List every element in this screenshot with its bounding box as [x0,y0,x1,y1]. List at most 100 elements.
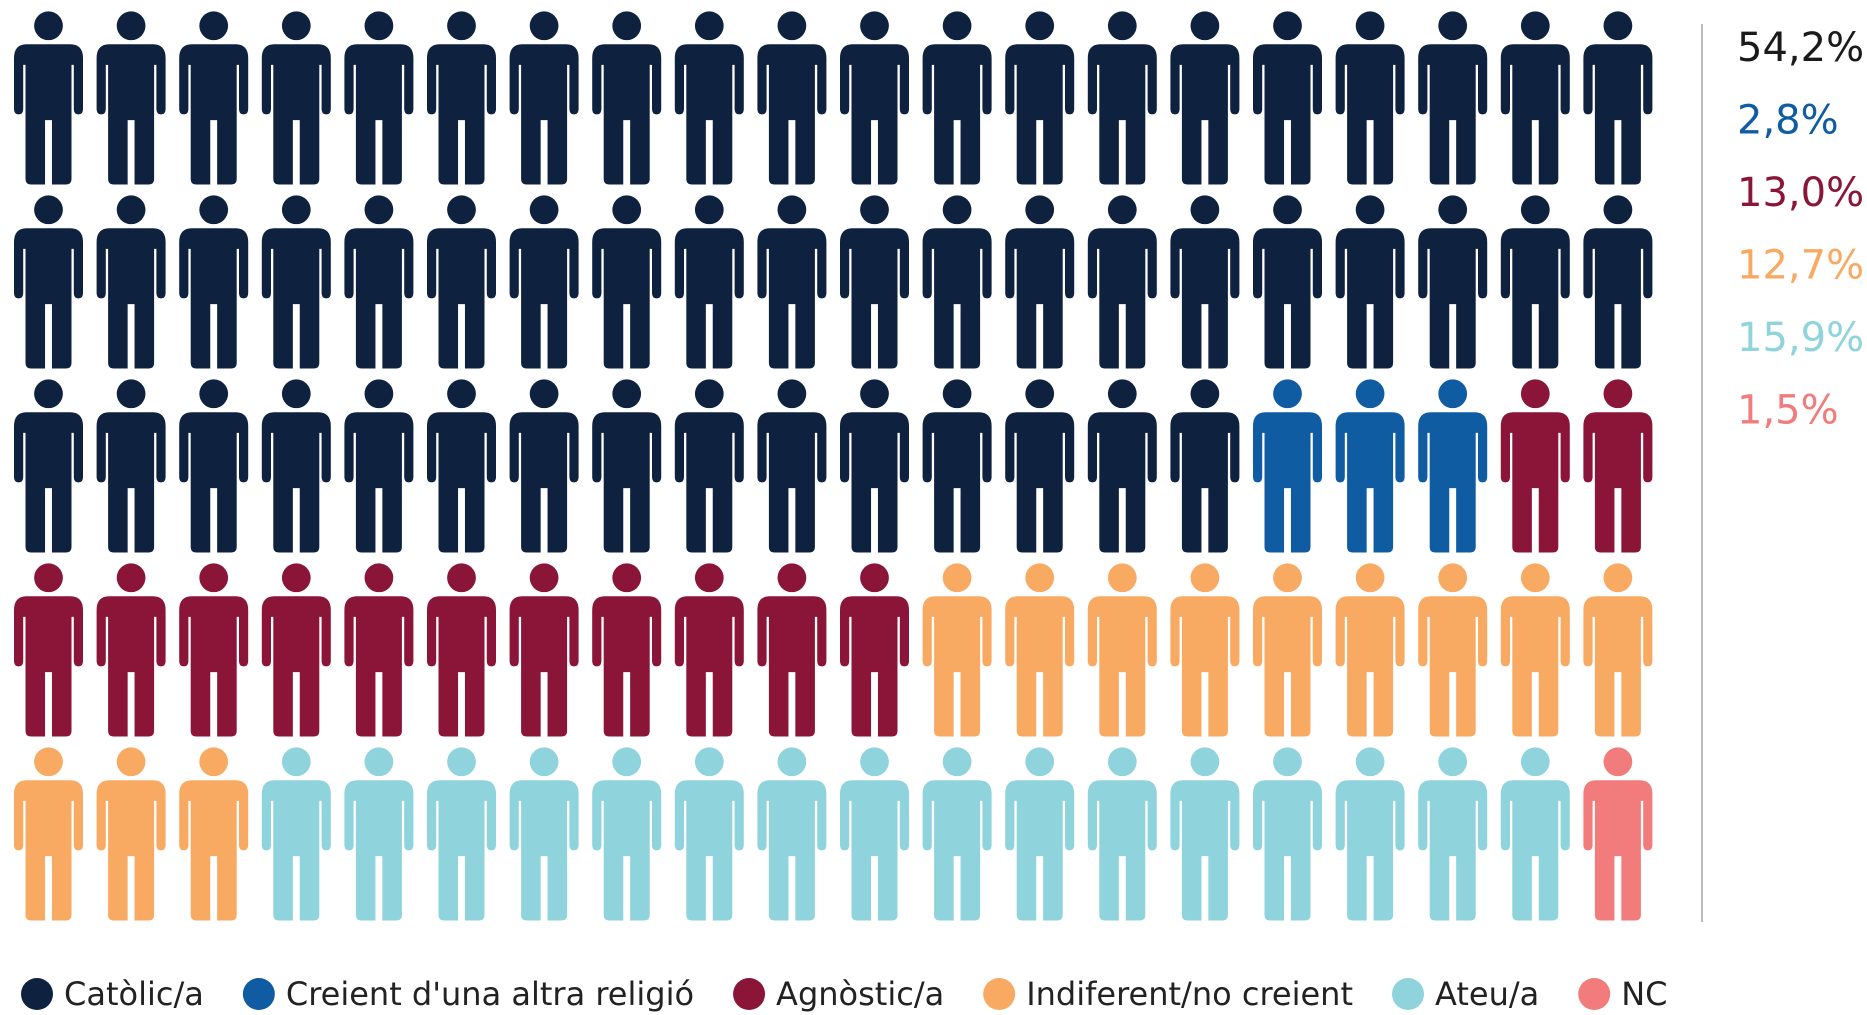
icon [1253,563,1322,737]
body [179,44,249,185]
body [1500,44,1570,185]
icon [1005,195,1075,369]
head [1273,379,1302,409]
person-shape [1335,747,1405,921]
body [922,780,992,921]
body [96,228,166,369]
person-shape [427,11,496,185]
person-shape [1087,747,1157,921]
body [509,596,579,737]
head [364,747,394,777]
icon [1335,379,1405,553]
person-shape [344,563,414,737]
icon [1335,195,1405,369]
person-shape [344,747,414,921]
icon [1500,563,1570,737]
person-shape [922,379,992,553]
head [942,747,972,777]
person-shape [1418,379,1488,553]
person-shape [1253,379,1322,553]
icon [1005,379,1075,553]
body [509,780,579,921]
head [1273,195,1302,225]
body [922,596,992,737]
head [1520,563,1550,593]
head [860,379,889,409]
icon [592,195,662,369]
body [840,780,909,921]
legend-swatch [1578,978,1611,1010]
head [364,195,394,225]
head [1438,379,1468,409]
legend-label: Agnòstic/a [776,975,944,1013]
head [34,11,63,41]
head [1438,747,1468,777]
head [116,563,146,593]
icon [344,11,414,185]
icon [1583,11,1653,185]
person-shape [344,11,414,185]
icon [344,379,414,553]
body [14,780,83,921]
head [1107,11,1137,41]
head [281,379,311,409]
body [427,780,496,921]
head [1107,195,1137,225]
body [1335,780,1405,921]
head [199,563,229,593]
person-shape [96,11,166,185]
head [612,11,642,41]
head [1273,11,1302,41]
head [529,747,559,777]
body [509,412,579,553]
head [777,11,807,41]
legend-swatch [733,978,766,1010]
body [1087,228,1157,369]
icon [757,379,827,553]
body [96,44,166,185]
head [1603,379,1633,409]
icon [1087,379,1157,553]
icon [509,747,579,921]
person-shape [1500,379,1570,553]
person-shape [14,11,83,185]
person-shape [1087,11,1157,185]
person-shape [840,747,909,921]
legend-label: Indiferent/no creient [1026,975,1353,1013]
head [694,379,724,409]
value-label: 15,9% [1737,315,1864,361]
value-label: 12,7% [1737,243,1864,289]
icon [509,11,579,185]
legend-swatch [1392,978,1424,1010]
person-shape [674,747,744,921]
icon [1253,195,1322,369]
icon [1253,379,1322,553]
icon [14,563,83,737]
body [757,596,827,737]
head [199,195,229,225]
person-shape [1253,747,1322,921]
icon [96,747,166,921]
value-label: 13,0% [1737,170,1864,216]
body [674,412,744,553]
icon [427,747,496,921]
icon [840,11,909,185]
head [942,11,972,41]
person-shape [1500,11,1570,185]
icon [261,195,331,369]
body [1253,780,1322,921]
body [840,412,909,553]
body [179,228,249,369]
body [1253,412,1322,553]
head [529,563,559,593]
body [592,780,662,921]
head [1355,563,1385,593]
person-shape [1005,11,1075,185]
person-shape [592,379,662,553]
head [116,379,146,409]
icon [1005,747,1075,921]
body [1418,596,1488,737]
person-shape [1253,563,1322,737]
icon [840,747,909,921]
icon [922,11,992,185]
